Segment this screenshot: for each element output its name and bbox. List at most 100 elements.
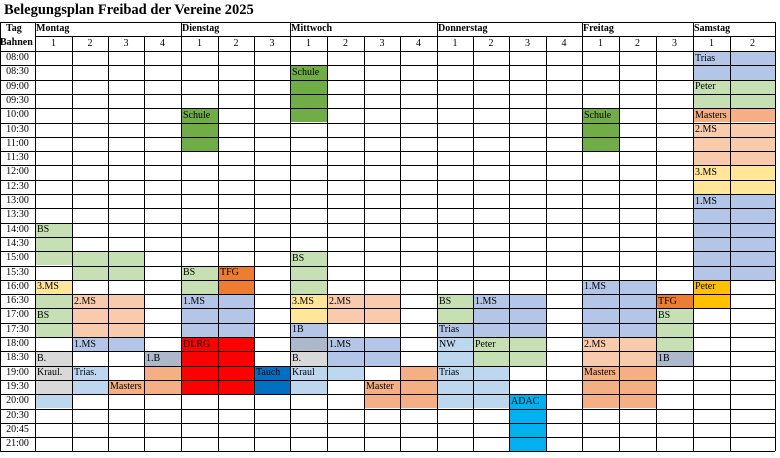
grid-line [0,222,775,224]
booking-label: B. [292,352,302,364]
grid-line [582,22,583,452]
grid-line [0,351,775,353]
booking-cell [35,222,72,266]
booking-label: Masters [110,381,142,393]
booking-cell [72,251,108,280]
grid-line [730,36,731,452]
booking-cell [473,365,509,409]
booking-cell [108,294,144,337]
time-label: 15:00 [6,252,29,264]
booking-label: 1.MS [183,295,205,307]
lane-number: 3 [269,38,275,49]
booking-label: Trias [439,367,460,379]
booking-cell [72,337,108,352]
booking-label: 2.MS [329,295,351,307]
booking-label: ADAC [511,395,540,407]
lane-number: 2 [343,38,348,49]
time-label: 17:00 [6,309,29,321]
booking-label: TFG [658,295,677,307]
booking-cell [693,108,730,123]
lane-number: 3 [379,38,385,49]
day-header: Freitag [583,23,614,34]
booking-label: Tauch [256,367,281,379]
grid-line [437,22,438,452]
booking-cell [290,351,327,366]
grid-line [509,36,510,452]
grid-line [0,408,775,410]
booking-cell [473,294,509,337]
grid-line [35,22,36,452]
grid-line [35,36,775,37]
booking-label: BS [183,267,196,278]
booking-label: Peter [695,81,716,93]
time-label: 19:00 [6,366,29,378]
booking-label: 1.MS [584,281,606,293]
booking-cell [656,294,693,309]
booking-label: Master [366,381,394,393]
grid-line [0,251,775,253]
booking-cell [619,365,656,409]
time-label: 09:30 [6,94,29,106]
grid-line [0,22,775,23]
grid-line [656,36,657,452]
lane-number: 2 [635,38,640,49]
grid-line [0,294,775,296]
time-label: 13:30 [6,209,29,221]
grid-line [693,22,694,452]
time-label: 12:30 [6,180,29,192]
booking-cell [290,322,327,337]
booking-label: B. [37,352,47,364]
booking-label: BS [292,252,305,264]
grid-line [473,36,474,452]
grid-line [218,36,219,452]
grid-line [0,379,775,381]
booking-label: Trias [695,52,716,64]
booking-cell [730,122,775,166]
time-label: 11:00 [6,137,29,149]
booking-cell [35,379,72,395]
time-label: 09:00 [6,80,29,92]
booking-label: Masters [584,367,616,379]
time-label: 08:00 [6,52,29,63]
lane-number: 4 [561,38,567,49]
grid-line [0,422,775,424]
day-header: Donnerstag [438,23,488,34]
time-label: 10:00 [6,109,29,121]
grid-line [72,36,73,452]
booking-label: BS [37,309,50,321]
time-label: 18:00 [6,338,29,349]
lane-number: 2 [750,38,755,49]
grid-line [0,265,775,267]
grid-line [0,108,775,110]
lane-number: 4 [160,38,165,49]
booking-label: Trias. [74,367,97,379]
booking-label: 3.MS [695,166,717,178]
lane-number: 2 [488,38,494,49]
booking-cell [509,394,546,452]
booking-label: 1.B [146,352,161,364]
grid-line [108,36,109,452]
page-title: Belegungsplan Freibad der Vereine 2025 [4,2,254,18]
booking-cell [35,365,72,380]
booking-cell [582,365,619,409]
booking-label: 2.MS [695,124,717,135]
day-header: Samstag [694,23,731,34]
grid-line [0,437,775,439]
grid-line [0,365,775,367]
booking-label: 1.MS [329,338,351,350]
booking-label: BS [439,295,452,307]
booking-label: 2.MS [74,295,96,307]
booking-cell [35,351,72,366]
lane-number: 1 [51,38,56,49]
lane-number: 1 [598,38,603,49]
booking-cell [72,294,108,337]
grid-line [0,394,775,396]
booking-cell [437,322,473,337]
grid-line [0,236,775,238]
booking-cell [509,294,546,337]
booking-cell [730,108,775,123]
time-label: 16:30 [6,295,29,307]
booking-cell [656,351,693,366]
grid-line [0,208,775,210]
